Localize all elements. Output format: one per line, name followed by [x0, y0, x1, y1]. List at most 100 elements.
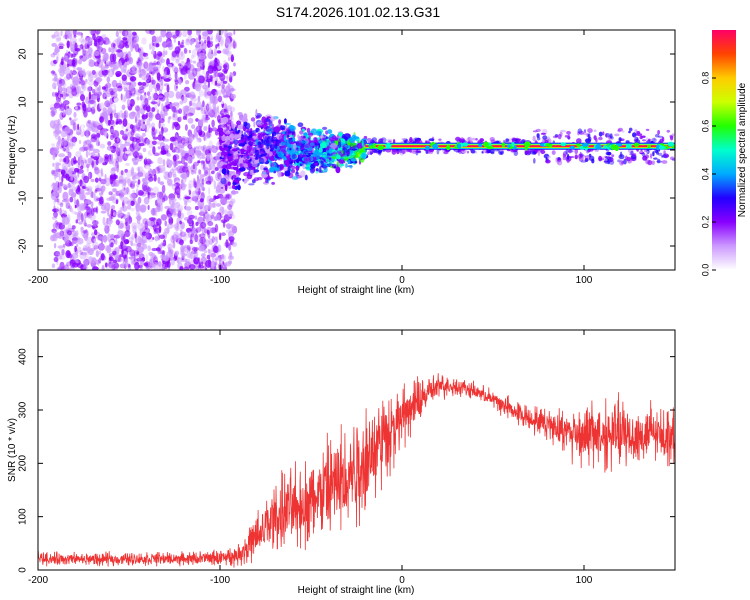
spectrogram-noise-blob — [104, 64, 110, 69]
spectrogram-noise-blob — [220, 232, 226, 237]
spectrogram-transition-blob — [295, 157, 300, 164]
spectrogram-carrier-bump — [569, 145, 575, 150]
spectrogram-noise-blob — [99, 143, 106, 149]
spectrogram-noise-blob — [123, 111, 127, 119]
spectrogram-noise-blob — [111, 79, 118, 88]
spectrogram-noise-blob — [112, 212, 117, 217]
spectrogram-noise-blob — [136, 217, 141, 225]
spectrogram-noise-blob — [86, 163, 90, 168]
spectrogram-noise-blob — [202, 163, 208, 173]
spectrogram-noise-blob — [62, 66, 70, 75]
spectrogram-noise-blob — [151, 122, 155, 128]
spectrogram-transition-blob — [270, 139, 274, 144]
spectrogram-noise-blob — [213, 180, 217, 190]
spectrogram-noise-blob — [228, 56, 230, 62]
spectrogram-noise-blob — [82, 245, 88, 251]
spectrogram-transition-blob — [224, 130, 231, 135]
spectrogram-noise-blob — [129, 36, 132, 46]
spectrogram-x-tick-label: 100 — [576, 275, 593, 286]
spectrogram-noise-blob — [146, 195, 154, 200]
spectrogram-noise-blob — [162, 263, 166, 268]
spectrogram-noise-blob — [181, 166, 189, 173]
spectrogram-noise-blob — [146, 232, 152, 240]
spectrogram-halo-blob — [617, 129, 621, 133]
spectrogram-noise-blob — [151, 247, 158, 252]
spectrogram-noise-blob — [128, 33, 134, 38]
spectrogram-noise-blob — [151, 79, 156, 85]
spectrogram-noise-blob — [161, 103, 164, 111]
spectrogram-noise-blob — [75, 219, 79, 224]
spectrogram-noise-blob — [65, 86, 73, 93]
spectrogram-noise-blob — [119, 179, 123, 183]
spectrogram-noise-blob — [195, 118, 199, 122]
spectrogram-transition-blob — [238, 157, 244, 164]
spectrogram-noise-blob — [139, 169, 146, 178]
spectrogram-transition-blob — [297, 122, 304, 128]
spectrogram-noise-blob — [131, 139, 135, 149]
spectrogram-noise-blob — [171, 201, 175, 206]
spectrogram-noise-blob — [177, 116, 182, 123]
spectrogram-noise-blob — [154, 166, 161, 174]
spectrogram-noise-blob — [141, 243, 148, 250]
spectrogram-noise-blob — [98, 91, 102, 96]
spectrogram-transition-blob — [335, 166, 341, 174]
spectrogram-noise-blob — [109, 145, 117, 149]
spectrogram-noise-blob — [137, 88, 145, 94]
spectrogram-noise-blob — [119, 219, 127, 224]
spectrogram-carrier-bump — [595, 143, 602, 150]
spectrogram-noise-blob — [66, 253, 73, 259]
spectrogram-noise-blob — [185, 258, 191, 265]
spectrogram-noise-blob — [148, 217, 156, 222]
spectrogram-noise-blob — [95, 71, 102, 80]
spectrogram-transition-blob — [285, 151, 289, 157]
spectrogram-noise-blob — [104, 221, 109, 230]
spectrogram-noise-blob — [183, 233, 187, 242]
spectrogram-noise-blob — [212, 216, 217, 222]
spectrogram-noise-blob — [71, 57, 78, 66]
spectrogram-noise-blob — [141, 123, 146, 130]
spectrogram-noise-blob — [98, 186, 105, 196]
spectrogram-noise-blob — [148, 74, 152, 82]
spectrogram-noise-blob — [127, 221, 130, 226]
spectrogram-noise-blob — [123, 110, 129, 119]
spectrogram-noise-blob — [128, 41, 135, 47]
spectrogram-noise-blob — [215, 257, 222, 261]
spectrogram-noise-blob — [98, 257, 102, 264]
spectrogram-noise-blob — [192, 153, 195, 160]
spectrogram-noise-blob — [200, 160, 205, 164]
spectrogram-noise-blob — [168, 116, 172, 120]
spectrogram-noise-blob — [117, 230, 125, 238]
spectrogram-noise-blob — [141, 135, 144, 143]
spectrogram-noise-blob — [140, 223, 144, 227]
spectrogram-noise-blob — [191, 49, 197, 58]
spectrogram-noise-blob — [175, 148, 182, 154]
spectrogram-carrier-bump — [524, 145, 528, 151]
spectrogram-noise-blob — [168, 216, 174, 225]
spectrogram-noise-blob — [102, 107, 108, 115]
spectrogram-noise-blob — [92, 226, 96, 230]
spectrogram-noise-blob — [50, 70, 56, 74]
spectrogram-noise-blob — [141, 231, 147, 236]
spectrogram-noise-blob — [201, 42, 207, 51]
spectrogram-noise-blob — [154, 266, 160, 270]
spectrogram-halo-blob — [513, 150, 519, 157]
spectrogram-noise-blob — [95, 158, 99, 166]
spectrogram-noise-blob — [214, 80, 218, 86]
spectrogram-halo-blob — [556, 157, 562, 162]
spectrogram-noise-blob — [79, 203, 86, 211]
spectrogram-halo-blob — [511, 137, 517, 142]
spectrogram-noise-blob — [173, 177, 181, 185]
spectrogram-noise-blob — [157, 51, 163, 57]
spectrogram-noise-blob — [171, 149, 177, 153]
spectrogram-noise-blob — [174, 159, 179, 167]
spectrogram-noise-blob — [231, 190, 237, 195]
spectrogram-noise-blob — [97, 243, 105, 251]
spectrogram-noise-blob — [93, 61, 100, 67]
spectrogram-noise-blob — [51, 169, 56, 175]
spectrogram-transition-blob — [289, 134, 295, 138]
spectrogram-noise-blob — [166, 84, 170, 93]
spectrogram-noise-blob — [192, 164, 195, 170]
spectrogram-noise-blob — [174, 250, 180, 256]
spectrogram-noise-blob — [107, 141, 112, 146]
